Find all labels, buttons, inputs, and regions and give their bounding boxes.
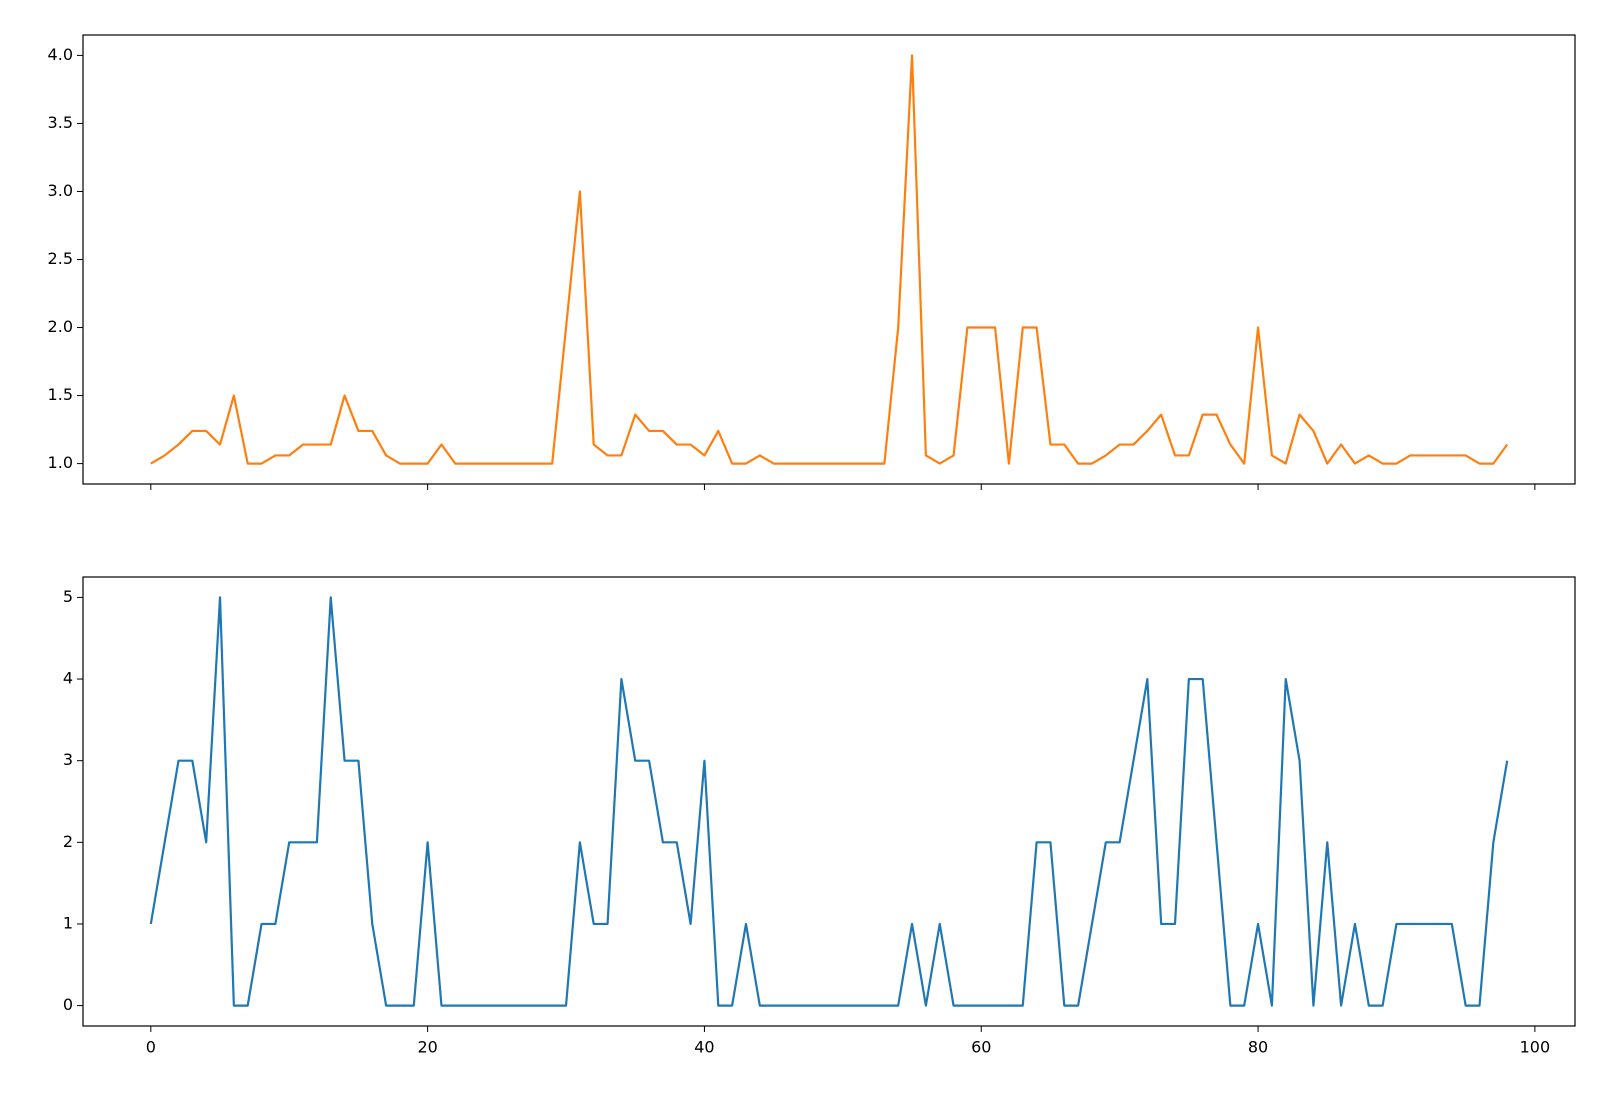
y-tick-label: 1 (63, 913, 73, 932)
axes-frame (82, 576, 1576, 1027)
x-tick-label: 20 (417, 1038, 437, 1057)
x-tick-label: 80 (1248, 1038, 1268, 1057)
y-tick-label: 5 (63, 587, 73, 606)
y-tick-label: 2 (63, 832, 73, 851)
x-tick-label: 0 (146, 1038, 156, 1057)
y-tick-label: 2.5 (48, 249, 73, 268)
y-tick-label: 2.0 (48, 317, 73, 336)
y-tick-label: 0 (63, 995, 73, 1014)
y-tick-label: 3.5 (48, 113, 73, 132)
y-tick-label: 1.5 (48, 385, 73, 404)
x-tick-label: 40 (694, 1038, 714, 1057)
y-tick-label: 1.0 (48, 453, 73, 472)
axes-frame (82, 34, 1576, 485)
x-tick-label: 60 (971, 1038, 991, 1057)
data-line (150, 54, 1509, 465)
y-tick-label: 3 (63, 750, 73, 769)
x-tick-label: 100 (1520, 1038, 1551, 1057)
y-tick-label: 4.0 (48, 45, 73, 64)
y-tick-label: 4 (63, 669, 73, 688)
y-tick-label: 3.0 (48, 181, 73, 200)
data-line (149, 596, 1509, 1007)
